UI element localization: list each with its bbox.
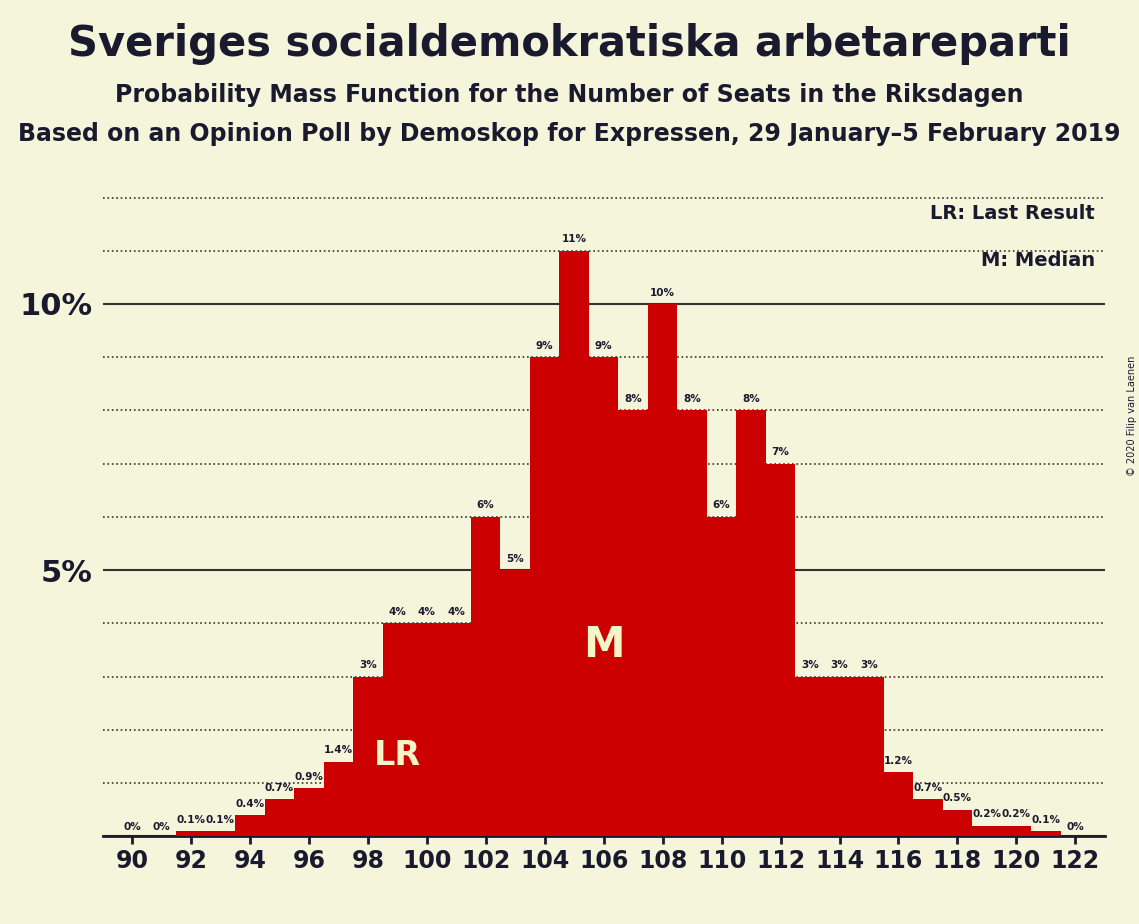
Bar (1031, 831, 1060, 836)
Text: 7%: 7% (771, 447, 789, 457)
Text: 0%: 0% (123, 822, 141, 832)
Text: 6%: 6% (713, 501, 730, 510)
Bar (884, 772, 913, 836)
Text: 6%: 6% (477, 501, 494, 510)
Text: 0.1%: 0.1% (177, 815, 205, 824)
Bar (383, 624, 412, 836)
Bar (412, 624, 442, 836)
Text: 0.1%: 0.1% (1032, 815, 1060, 824)
Text: 0.7%: 0.7% (913, 783, 942, 793)
Bar (825, 676, 854, 836)
Text: 8%: 8% (683, 394, 700, 404)
Text: 0%: 0% (1066, 822, 1084, 832)
Bar (235, 815, 264, 836)
Text: 11%: 11% (562, 235, 587, 244)
Text: LR: Last Result: LR: Last Result (931, 204, 1095, 224)
Text: 0.5%: 0.5% (943, 793, 972, 803)
Bar (707, 517, 736, 836)
Text: 4%: 4% (418, 607, 436, 617)
Bar (618, 410, 648, 836)
Text: 8%: 8% (743, 394, 760, 404)
Text: 0.2%: 0.2% (1002, 809, 1031, 820)
Text: 3%: 3% (830, 660, 849, 670)
Text: 0%: 0% (153, 822, 171, 832)
Text: 5%: 5% (507, 553, 524, 564)
Bar (765, 464, 795, 836)
Text: Based on an Opinion Poll by Demoskop for Expressen, 29 January–5 February 2019: Based on an Opinion Poll by Demoskop for… (18, 122, 1121, 146)
Bar (943, 809, 973, 836)
Bar (264, 799, 294, 836)
Bar (206, 831, 235, 836)
Text: Probability Mass Function for the Number of Seats in the Riksdagen: Probability Mass Function for the Number… (115, 83, 1024, 107)
Bar (294, 788, 323, 836)
Text: 3%: 3% (359, 660, 377, 670)
Text: 1.4%: 1.4% (323, 746, 353, 755)
Text: 8%: 8% (624, 394, 642, 404)
Text: 0.4%: 0.4% (236, 798, 264, 808)
Text: 4%: 4% (388, 607, 407, 617)
Bar (442, 624, 472, 836)
Bar (353, 676, 383, 836)
Bar (500, 570, 530, 836)
Bar (472, 517, 500, 836)
Text: 0.9%: 0.9% (295, 772, 323, 782)
Text: © 2020 Filip van Laenen: © 2020 Filip van Laenen (1126, 356, 1137, 476)
Bar (678, 410, 707, 836)
Text: 3%: 3% (801, 660, 819, 670)
Text: M: M (583, 624, 624, 665)
Text: 0.2%: 0.2% (973, 809, 1001, 820)
Text: 3%: 3% (860, 660, 878, 670)
Bar (530, 358, 559, 836)
Bar (736, 410, 765, 836)
Text: 4%: 4% (448, 607, 465, 617)
Bar (973, 825, 1001, 836)
Text: 0.7%: 0.7% (265, 783, 294, 793)
Text: 0.1%: 0.1% (206, 815, 235, 824)
Text: M: Median: M: Median (981, 250, 1095, 270)
Bar (1001, 825, 1031, 836)
Text: LR: LR (374, 739, 421, 772)
Text: 1.2%: 1.2% (884, 756, 913, 766)
Bar (795, 676, 825, 836)
Bar (854, 676, 884, 836)
Bar (559, 250, 589, 836)
Text: 10%: 10% (650, 287, 675, 298)
Bar (648, 304, 678, 836)
Bar (323, 761, 353, 836)
Bar (177, 831, 206, 836)
Text: 9%: 9% (535, 341, 554, 351)
Bar (913, 799, 943, 836)
Text: Sveriges socialdemokratiska arbetareparti: Sveriges socialdemokratiska arbetarepart… (68, 23, 1071, 65)
Text: 9%: 9% (595, 341, 613, 351)
Bar (589, 358, 618, 836)
